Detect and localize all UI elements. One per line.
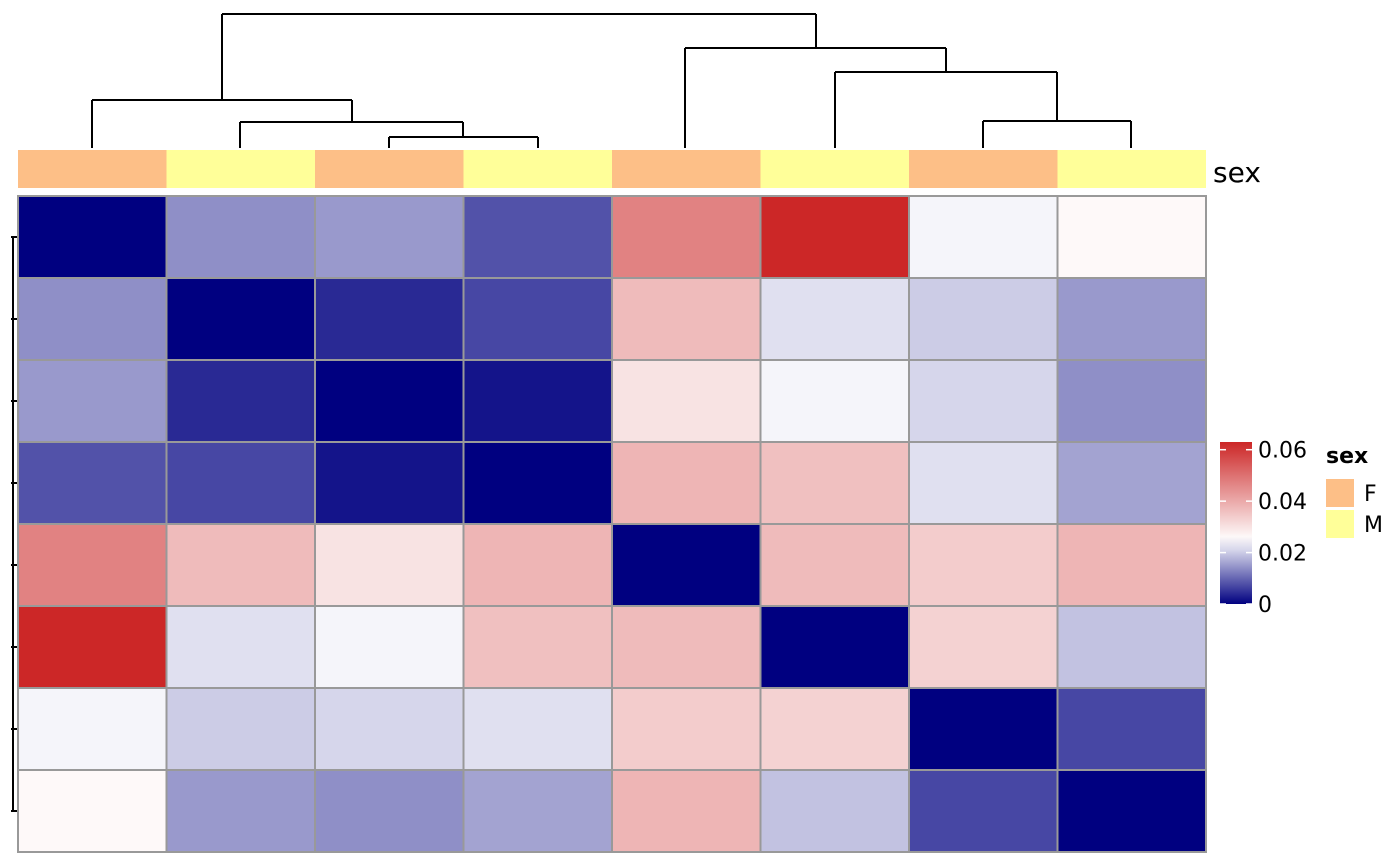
heatmap-cell xyxy=(165,605,316,689)
heatmap-cell xyxy=(908,359,1059,443)
heatmap-cell xyxy=(611,605,762,689)
heatmap-cell xyxy=(314,687,465,771)
colorbar-tick-label: 0.06 xyxy=(1258,439,1307,464)
annotation-cell xyxy=(463,150,612,188)
heatmap-cell xyxy=(17,687,168,771)
heatmap-cell xyxy=(611,687,762,771)
heatmap-cell xyxy=(1056,195,1207,279)
heatmap-cell xyxy=(759,359,910,443)
heatmap-cell xyxy=(17,523,168,607)
heatmap-cell xyxy=(759,605,910,689)
heatmap-cell xyxy=(17,769,168,853)
heatmap-cell xyxy=(462,359,613,443)
heatmap-cell xyxy=(759,277,910,361)
heatmap-cell xyxy=(611,277,762,361)
heatmap-cell xyxy=(462,277,613,361)
heatmap-cell xyxy=(314,359,465,443)
annotation-legend-title: sex xyxy=(1326,444,1368,469)
heatmap-cell xyxy=(908,605,1059,689)
annotation-legend-swatch xyxy=(1326,510,1354,538)
heatmap-cell xyxy=(1056,605,1207,689)
annotation-cell xyxy=(315,150,464,188)
heatmap-cell xyxy=(759,523,910,607)
heatmap-cell xyxy=(17,195,168,279)
heatmap-cell xyxy=(462,441,613,525)
heatmap-cell xyxy=(165,277,316,361)
heatmap-cell xyxy=(314,277,465,361)
heatmap-cell xyxy=(611,195,762,279)
heatmap-cell xyxy=(759,441,910,525)
row-dendrogram xyxy=(11,236,18,812)
heatmap-cell xyxy=(611,769,762,853)
heatmap-cell xyxy=(908,195,1059,279)
colorbar-gradient xyxy=(1220,442,1252,604)
heatmap-cell xyxy=(759,687,910,771)
heatmap-cell xyxy=(908,441,1059,525)
column-dendrogram xyxy=(91,13,1132,148)
heatmap-cell xyxy=(314,441,465,525)
heatmap-cell xyxy=(908,687,1059,771)
heatmap-cell xyxy=(611,523,762,607)
heatmap-cell xyxy=(1056,687,1207,771)
heatmap-cell xyxy=(462,523,613,607)
heatmap-cell xyxy=(314,605,465,689)
heatmap-cell xyxy=(17,441,168,525)
annotation-legend-swatch xyxy=(1326,479,1354,507)
heatmap-cell xyxy=(17,359,168,443)
heatmap-cell xyxy=(1056,523,1207,607)
colorbar-tick-label: 0 xyxy=(1258,593,1272,618)
annotation-cell xyxy=(612,150,761,188)
heatmap-cell xyxy=(314,769,465,853)
heatmap-cell xyxy=(908,523,1059,607)
heatmap-cell xyxy=(462,195,613,279)
colorbar-tick-label: 0.02 xyxy=(1258,542,1307,567)
heatmap-cell xyxy=(314,523,465,607)
annotation-cell xyxy=(166,150,315,188)
colorbar-legend: 0 0.02 0.04 0.06 xyxy=(1220,439,1307,618)
heatmap-cell xyxy=(17,277,168,361)
heatmap-cell xyxy=(611,441,762,525)
annotation-legend-label: F xyxy=(1364,482,1377,507)
heatmap-cell xyxy=(165,195,316,279)
heatmap-cell xyxy=(17,605,168,689)
heatmap-cell xyxy=(462,687,613,771)
colorbar-tick-label: 0.04 xyxy=(1258,490,1307,515)
annotation-legend-label: M xyxy=(1364,513,1383,538)
heatmap-cell xyxy=(165,687,316,771)
heatmap-cell xyxy=(462,605,613,689)
heatmap-cell xyxy=(165,523,316,607)
heatmap-cell xyxy=(908,769,1059,853)
heatmap-cells xyxy=(17,195,1207,853)
annotation-cell xyxy=(18,150,167,188)
heatmap-cell xyxy=(314,195,465,279)
heatmap-cell xyxy=(759,769,910,853)
annotation-cell xyxy=(760,150,909,188)
heatmap-cell xyxy=(611,359,762,443)
heatmap-cell xyxy=(1056,441,1207,525)
heatmap-cell xyxy=(1056,277,1207,361)
heatmap-cell xyxy=(462,769,613,853)
annotation-bar xyxy=(18,150,1206,188)
annotation-cell xyxy=(1057,150,1206,188)
annotation-cell xyxy=(909,150,1058,188)
heatmap-cell xyxy=(165,769,316,853)
heatmap-cell xyxy=(165,359,316,443)
heatmap-cell xyxy=(908,277,1059,361)
annotation-legend: sex FM xyxy=(1326,444,1383,538)
heatmap-cell xyxy=(165,441,316,525)
heatmap-cell xyxy=(1056,359,1207,443)
heatmap-cell xyxy=(1056,769,1207,853)
heatmap-cell xyxy=(759,195,910,279)
annotation-label: sex xyxy=(1213,156,1261,189)
